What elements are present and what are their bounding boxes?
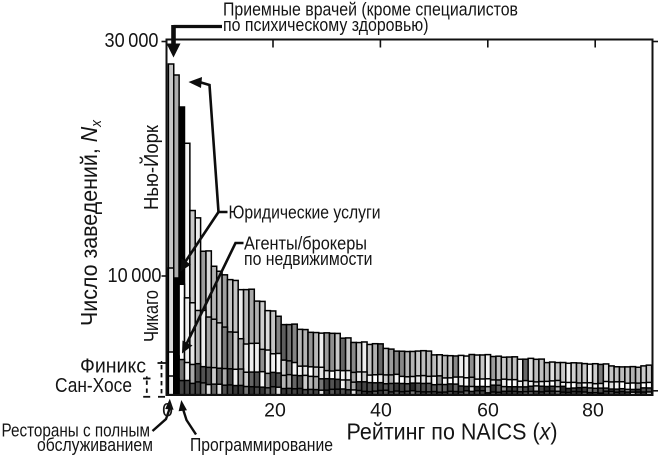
svg-text:80: 80 — [582, 400, 604, 422]
svg-text:30 000: 30 000 — [105, 30, 159, 52]
svg-text:Рестораны с полным: Рестораны с полным — [2, 421, 151, 441]
svg-text:Рейтинг по NAICS (x): Рейтинг по NAICS (x) — [347, 419, 558, 445]
svg-text:Сан-Хосе: Сан-Хосе — [55, 374, 132, 397]
svg-text:Юридические услуги: Юридические услуги — [229, 203, 381, 223]
svg-text:по недвижимости: по недвижимости — [244, 249, 373, 269]
svg-text:40: 40 — [370, 400, 392, 422]
svg-text:0: 0 — [162, 400, 173, 422]
svg-text:Число заведений, Nx: Число заведений, Nx — [76, 120, 105, 326]
svg-text:20: 20 — [264, 400, 286, 422]
svg-text:Чикаго: Чикаго — [141, 290, 163, 342]
svg-text:Нью-Йорк: Нью-Йорк — [139, 125, 163, 210]
svg-text:обслуживанием: обслуживанием — [37, 435, 153, 455]
svg-text:Программирование: Программирование — [190, 435, 333, 455]
svg-text:Приемные врачей (кроме специал: Приемные врачей (кроме специалистов — [223, 0, 518, 20]
svg-text:Агенты/брокеры: Агенты/брокеры — [244, 234, 367, 254]
svg-text:10 000: 10 000 — [108, 265, 162, 287]
svg-text:60: 60 — [477, 400, 499, 422]
svg-text:Финикс: Финикс — [80, 356, 146, 378]
svg-text:по психическому здоровью): по психическому здоровью) — [223, 15, 429, 35]
